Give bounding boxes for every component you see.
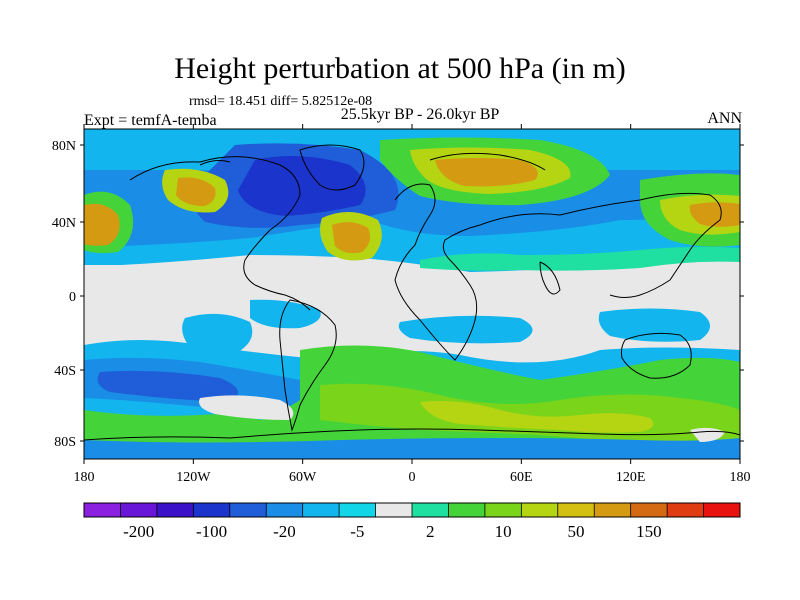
- colorbar-swatch: [484, 503, 522, 517]
- lon-tick-label: 60W: [289, 470, 317, 485]
- colorbar-swatch: [266, 503, 304, 517]
- coast-north-america: [129, 156, 311, 311]
- lat-tick-label: 0: [69, 290, 76, 305]
- experiment-label: Expt = temfA-temba: [84, 112, 217, 129]
- longitude-axis: 180 120W 60W 0 60E 120E 180: [74, 124, 751, 485]
- coastlines: [84, 144, 740, 441]
- field-high-atlantic-core: [332, 222, 370, 254]
- colorbar-frame: [83, 502, 741, 518]
- colorbar-swatch: [339, 503, 377, 517]
- colorbar-swatch: [594, 503, 632, 517]
- lon-tick-label: 120W: [176, 470, 211, 485]
- season-label: ANN: [707, 110, 742, 127]
- colorbar-swatch: [448, 503, 486, 517]
- lat-tick-label: 80N: [52, 139, 76, 154]
- colorbar-swatch: [667, 503, 705, 517]
- lat-tick-label: 40N: [52, 216, 76, 231]
- lon-tick-label: 180: [74, 470, 95, 485]
- lon-tick-label: 180: [730, 470, 751, 485]
- field-high-pacific-northwest-core: [176, 177, 216, 206]
- colorbar-swatch: [229, 503, 267, 517]
- field-tropical-low-africa: [398, 315, 533, 344]
- lon-tick-label: 60E: [510, 470, 533, 485]
- colorbar-swatch: [156, 503, 194, 517]
- colorbar-swatch: [521, 503, 559, 517]
- colorbar-swatch: [84, 503, 121, 517]
- coast-arctic-islands: [199, 152, 546, 171]
- lon-tick-label: 120E: [616, 470, 646, 485]
- field-south-white-band: [199, 395, 294, 420]
- colorbar-swatch: [375, 503, 413, 517]
- field-tropical-low-south-america: [250, 299, 321, 329]
- coast-antarctica: [84, 428, 740, 441]
- colorbar-label: -200: [123, 522, 154, 541]
- field-high-east-pacific-peak: [689, 202, 740, 227]
- lon-tick-label: 0: [409, 470, 416, 485]
- field-high-pacific-west-core: [84, 203, 120, 246]
- colorbar-label: 2: [426, 522, 435, 541]
- field-tropical-low-indo: [598, 308, 710, 342]
- latitude-axis: 80N 40N 0 40S 80S: [52, 139, 744, 450]
- colorbar-label: 50: [568, 522, 585, 541]
- colorbar-swatch: [703, 503, 741, 517]
- colorbar-swatch: [120, 503, 158, 517]
- coast-europe-africa: [394, 183, 481, 361]
- coast-south-america: [279, 299, 337, 432]
- field-tropical-low-south-pacific: [182, 313, 253, 354]
- field-antarctic-blue: [84, 438, 740, 459]
- coast-india: [539, 261, 561, 295]
- colorbar-label: 150: [636, 522, 662, 541]
- lat-tick-label: 80S: [54, 435, 76, 450]
- field-south-yellow: [420, 401, 654, 433]
- lat-tick-label: 40S: [54, 364, 76, 379]
- colorbar-swatch: [302, 503, 340, 517]
- colorbar-swatch: [412, 503, 449, 517]
- coast-australia: [620, 332, 692, 379]
- field-south-low-core: [97, 370, 239, 402]
- coast-asia: [479, 192, 722, 298]
- colorbar-label: -20: [273, 522, 296, 541]
- stats-label: rmsd= 18.451 diff= 5.82512e-08: [189, 94, 373, 109]
- height-field: [84, 129, 740, 459]
- period-label: 25.5kyr BP - 26.0kyr BP: [340, 106, 500, 123]
- coast-greenland: [299, 144, 365, 191]
- colorbar-label: 10: [495, 522, 512, 541]
- colorbar: -200 -100 -20 -5 2 10 50 150: [83, 502, 741, 541]
- colorbar-label: -100: [196, 522, 227, 541]
- colorbar-swatch: [630, 503, 668, 517]
- colorbar-label: -5: [350, 522, 364, 541]
- field-low-core-north: [238, 156, 366, 216]
- colorbar-swatch: [193, 503, 231, 517]
- field-green-band-north: [420, 246, 740, 271]
- colorbar-swatch: [557, 503, 595, 517]
- field-high-arctic-east-peak: [435, 158, 538, 187]
- plot-title: Height perturbation at 500 hPa (in m): [174, 52, 626, 85]
